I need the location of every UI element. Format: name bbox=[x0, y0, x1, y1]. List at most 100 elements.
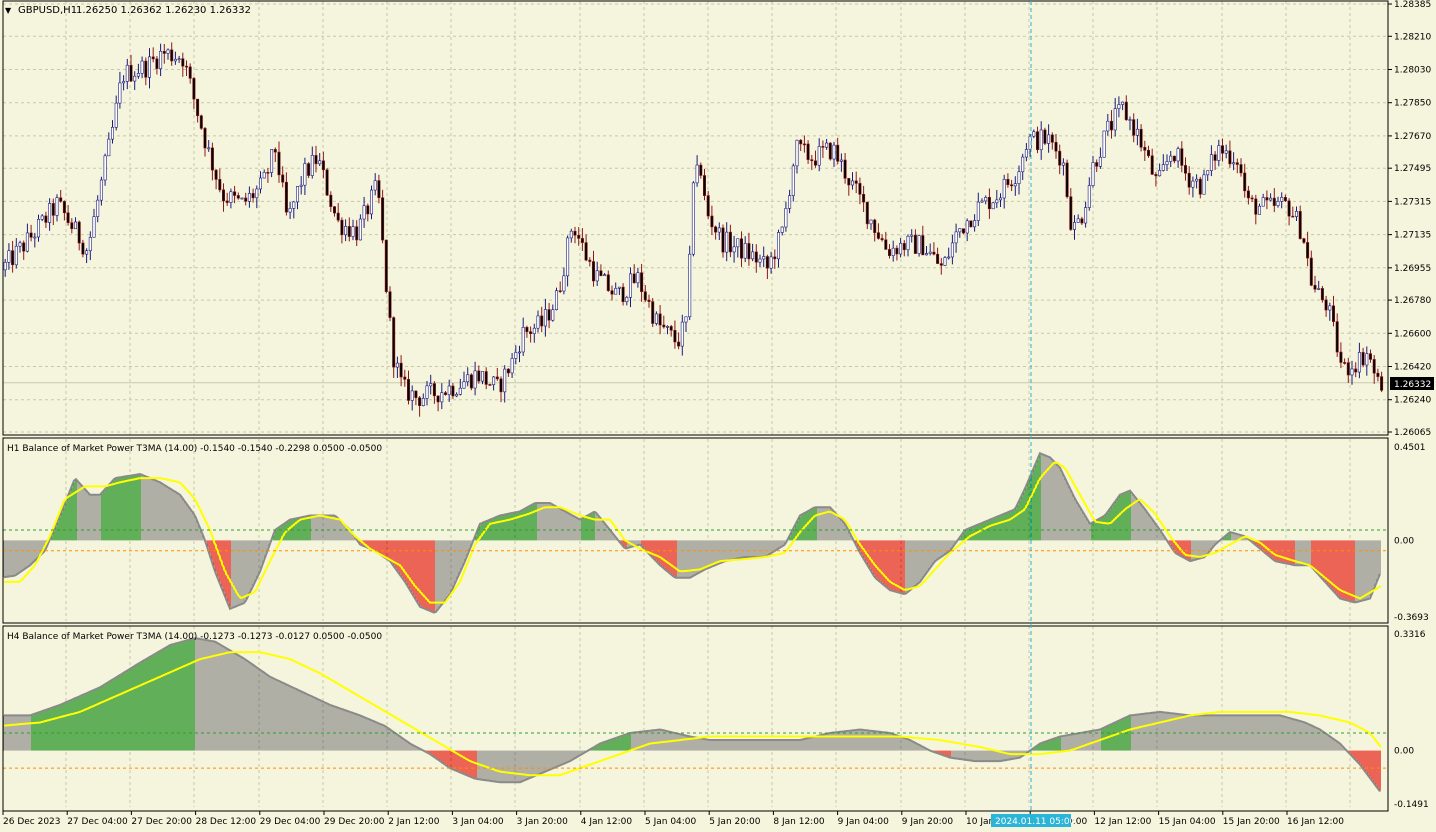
candle-body bbox=[617, 286, 621, 289]
candle-body bbox=[736, 238, 740, 248]
crosshair-time-badge bbox=[991, 814, 1071, 827]
candle-body bbox=[710, 215, 714, 228]
candle-body bbox=[403, 376, 407, 380]
candle-body bbox=[765, 256, 769, 269]
candle-body bbox=[858, 183, 862, 195]
candle-body bbox=[177, 58, 181, 60]
candle-body bbox=[1317, 288, 1321, 290]
candle-body bbox=[377, 180, 381, 199]
h1-tick-max: 0.4501 bbox=[1394, 443, 1426, 453]
candle-body bbox=[1250, 197, 1254, 200]
candle-body bbox=[954, 231, 958, 244]
candle-body bbox=[806, 143, 810, 160]
candle-body bbox=[529, 331, 533, 334]
candle-body bbox=[107, 138, 111, 157]
candle-body bbox=[1169, 155, 1173, 162]
time-tick-label: 3 Jan 04:00 bbox=[452, 817, 504, 827]
candle-body bbox=[984, 197, 988, 202]
candle-body bbox=[14, 245, 18, 266]
candle-body bbox=[580, 238, 584, 243]
price-tick-label: 1.28385 bbox=[1394, 0, 1431, 10]
candle-body bbox=[584, 242, 588, 261]
candle-body bbox=[1006, 179, 1010, 186]
time-tick-label: 27 Dec 20:00 bbox=[131, 817, 192, 827]
price-axis[interactable]: 1.28385 1.28210 1.28030 1.27850 1.27670 1.274… bbox=[1388, 0, 1431, 438]
h1-bomp-panel[interactable]: H1 Balance of Market Power T3MA (14.00) … bbox=[2, 437, 1429, 624]
candle-body bbox=[62, 201, 66, 214]
candle-body bbox=[973, 220, 977, 228]
candle-body bbox=[1228, 150, 1232, 165]
candle-body bbox=[1217, 145, 1221, 161]
candle-body bbox=[77, 221, 81, 244]
price-tick-label: 1.27850 bbox=[1394, 99, 1431, 109]
candle-body bbox=[122, 81, 126, 84]
candle-body bbox=[11, 250, 15, 266]
h4-tick-min: -0.1491 bbox=[1394, 800, 1429, 810]
candle-body bbox=[891, 247, 895, 256]
candle-body bbox=[484, 371, 488, 385]
candle-body bbox=[758, 258, 762, 263]
candle-body bbox=[510, 358, 514, 374]
candle-body bbox=[351, 226, 355, 237]
candle-body bbox=[828, 142, 832, 160]
candle-body bbox=[1258, 205, 1262, 215]
candle-body bbox=[1058, 150, 1062, 166]
candle-body bbox=[1128, 119, 1132, 121]
candle-body bbox=[166, 49, 170, 54]
candle-body bbox=[910, 234, 914, 237]
candle-body bbox=[754, 251, 758, 263]
candle-body bbox=[210, 147, 214, 171]
candle-body bbox=[1350, 368, 1354, 376]
price-tick-label: 1.28030 bbox=[1394, 65, 1431, 75]
candle-body bbox=[1261, 197, 1265, 207]
candle-body bbox=[251, 193, 255, 199]
candle-body bbox=[1221, 145, 1225, 154]
candle-body bbox=[399, 362, 403, 378]
candle-body bbox=[99, 179, 103, 201]
candle-body bbox=[517, 351, 521, 354]
candle-body bbox=[273, 149, 277, 153]
candle-body bbox=[336, 212, 340, 221]
h4-bomp-panel[interactable]: H4 Balance of Market Power T3MA (14.00) … bbox=[2, 625, 1429, 812]
candle-body bbox=[303, 163, 307, 186]
main-price-panel[interactable]: ▼ GBPUSD,H1 1.26250 1.26362 1.26230 1.26… bbox=[2, 0, 1434, 438]
candle-body bbox=[784, 208, 788, 228]
candle-body bbox=[358, 218, 362, 241]
candle-body bbox=[540, 315, 544, 327]
candle-body bbox=[1147, 149, 1151, 157]
candle-body bbox=[780, 226, 784, 233]
candle-body bbox=[466, 374, 470, 383]
candle-body bbox=[173, 58, 177, 62]
candle-body bbox=[1313, 284, 1317, 290]
candle-body bbox=[1339, 351, 1343, 363]
candle-body bbox=[1184, 165, 1188, 174]
candle-body bbox=[751, 251, 755, 260]
candle-body bbox=[669, 326, 673, 331]
candle-body bbox=[976, 201, 980, 221]
candle-body bbox=[1117, 104, 1121, 109]
candle-body bbox=[488, 384, 492, 386]
candle-body bbox=[839, 159, 843, 162]
candle-body bbox=[384, 239, 388, 292]
candle-body bbox=[924, 253, 928, 256]
candle-body bbox=[244, 197, 248, 202]
candle-body bbox=[1080, 218, 1084, 224]
candle-body bbox=[1013, 183, 1017, 187]
candle-body bbox=[643, 291, 647, 301]
candle-body bbox=[628, 273, 632, 298]
triangle-down-icon[interactable]: ▼ bbox=[5, 6, 12, 15]
candle-body bbox=[214, 169, 218, 180]
candle-body bbox=[455, 394, 459, 397]
candle-body bbox=[1021, 156, 1025, 173]
candle-body bbox=[825, 142, 829, 148]
candle-body bbox=[462, 381, 466, 389]
candle-body bbox=[1306, 242, 1310, 259]
candle-body bbox=[554, 290, 558, 310]
candle-body bbox=[1298, 211, 1302, 239]
candle-body bbox=[865, 201, 869, 225]
candle-body bbox=[18, 242, 22, 247]
h4-tick-zero: 0.00 bbox=[1394, 747, 1414, 757]
time-tick-label: 3 Jan 20:00 bbox=[517, 817, 569, 827]
